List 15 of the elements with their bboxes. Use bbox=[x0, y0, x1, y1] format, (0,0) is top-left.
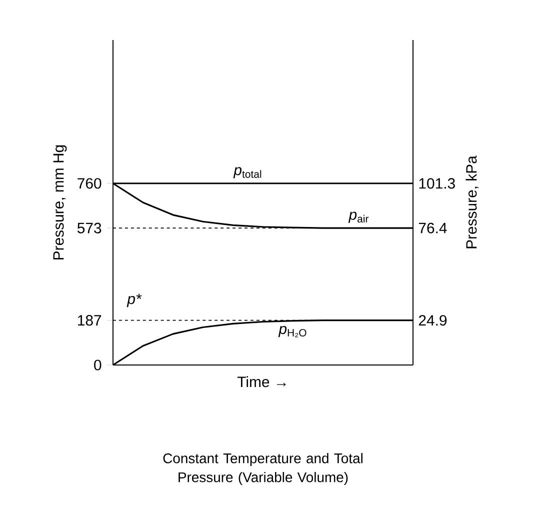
y2-tick-label: 76.4 bbox=[418, 222, 447, 234]
text: Constant Temperature and Total Pressure (Variable Volume) bbox=[163, 453, 362, 485]
y2-axis-title: Pressure, kPa bbox=[466, 156, 478, 248]
series-label: p$_{H₂O}$ bbox=[278, 326, 306, 338]
ref-line-label: p* bbox=[126, 294, 142, 308]
series-label: p$_{air}$ bbox=[348, 212, 369, 223]
y2-tick-label: 24.9 bbox=[418, 315, 447, 326]
y-tick-label: 0 bbox=[94, 360, 102, 370]
y-tick-label: 573 bbox=[77, 222, 102, 234]
y-tick-label: 187 bbox=[78, 315, 102, 326]
y-axis-title: Pressure, mm Hg bbox=[53, 145, 67, 260]
series-label: p$_{total}$ bbox=[233, 167, 262, 178]
y-tick-label: 760 bbox=[78, 178, 102, 189]
x-axis-title: Time → bbox=[237, 376, 286, 388]
y2-tick-label: 101.3 bbox=[419, 178, 455, 189]
